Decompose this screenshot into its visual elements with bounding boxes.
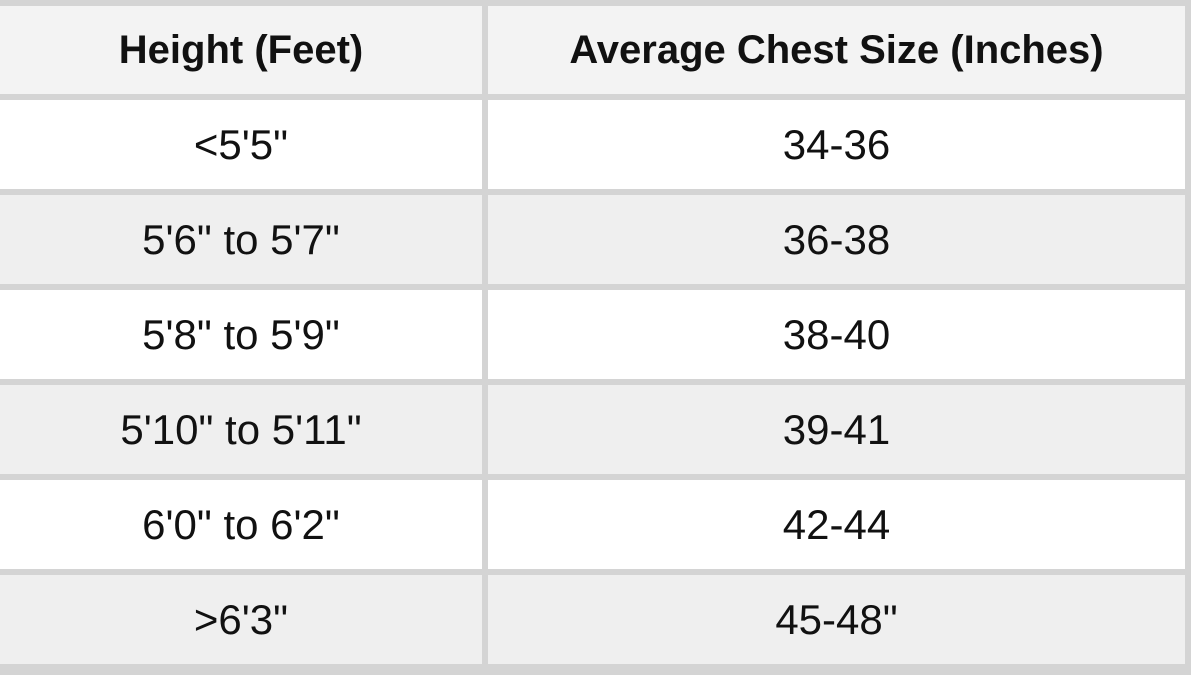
table-cell: 5'6" to 5'7" xyxy=(0,195,482,284)
table-cell: 6'0" to 6'2" xyxy=(0,480,482,569)
table-cell: 38-40 xyxy=(488,290,1185,379)
right-edge xyxy=(1191,0,1200,675)
table-cell: <5'5" xyxy=(0,100,482,189)
table-cell: 36-38 xyxy=(488,195,1185,284)
header-cell: Average Chest Size (Inches) xyxy=(488,6,1185,94)
header-cell: Height (Feet) xyxy=(0,6,482,94)
table-cell: 34-36 xyxy=(488,100,1185,189)
table-cell: 39-41 xyxy=(488,385,1185,474)
table-cell: >6'3" xyxy=(0,575,482,664)
table-cell: 42-44 xyxy=(488,480,1185,569)
table-cell: 5'8" to 5'9" xyxy=(0,290,482,379)
table-cell: 45-48" xyxy=(488,575,1185,664)
table-cell: 5'10" to 5'11" xyxy=(0,385,482,474)
